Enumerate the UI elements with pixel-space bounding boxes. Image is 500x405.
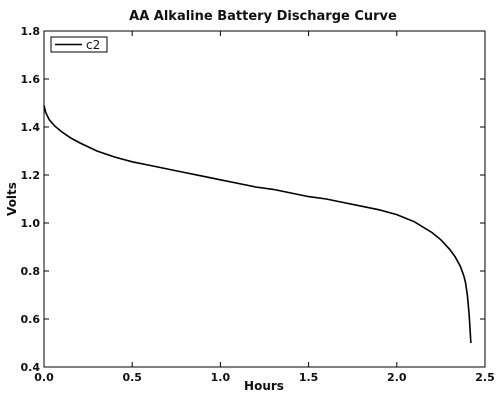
plot-area <box>43 30 486 368</box>
y-tick-label-4: 1.2 <box>21 169 41 182</box>
legend-entry-c2: c2 <box>86 38 100 52</box>
x-tick-label-1: 0.5 <box>122 371 142 384</box>
y-tick-label-6: 1.6 <box>21 73 41 86</box>
chart-title: AA Alkaline Battery Discharge Curve <box>129 9 397 24</box>
y-tick-label-5: 1.4 <box>21 121 41 134</box>
y-axis-label: Volts <box>5 182 19 216</box>
x-tick-label-5: 2.5 <box>475 371 495 384</box>
legend: c2 <box>50 36 108 53</box>
y-axis-ticks: 0.4 0.6 0.8 1.0 1.2 1.4 1.6 1.8 <box>21 25 485 374</box>
x-tick-label-0: 0.0 <box>34 371 54 384</box>
x-tick-label-3: 1.5 <box>299 371 319 384</box>
y-tick-label-1: 0.6 <box>21 313 41 326</box>
y-tick-label-3: 1.0 <box>21 217 41 230</box>
x-tick-label-2: 1.0 <box>211 371 231 384</box>
y-tick-label-2: 0.8 <box>21 265 41 278</box>
x-axis-ticks: 0.0 0.5 1.0 1.5 2.0 2.5 <box>34 31 495 384</box>
series-line-c2 <box>43 105 472 344</box>
y-tick-label-7: 1.8 <box>21 25 41 38</box>
x-axis-label: Hours <box>244 379 284 393</box>
x-tick-label-4: 2.0 <box>387 371 407 384</box>
y-tick-label-0: 0.4 <box>21 361 41 374</box>
